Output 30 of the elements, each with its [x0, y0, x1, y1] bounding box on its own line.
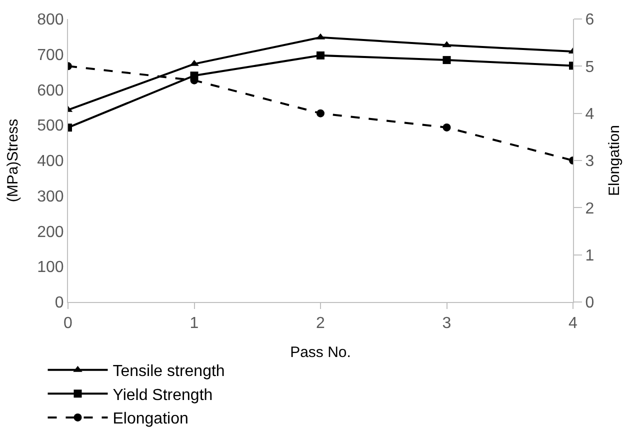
x-tick-label: 2 [316, 315, 326, 332]
y-tick-label: 500 [37, 118, 64, 135]
legend-label: Tensile strength [112, 363, 225, 380]
legend-label: Yield Strength [112, 386, 213, 404]
y-tick-label: 0 [54, 294, 64, 312]
point [316, 109, 324, 118]
y2-tick-label: 6 [585, 12, 594, 29]
y-tick-label: 700 [37, 46, 64, 64]
y2-tick-label: 2 [585, 200, 594, 218]
x-tick-label: 4 [568, 315, 578, 332]
y-tick-label: 200 [37, 224, 64, 241]
y2-axis-title: Elongation [606, 125, 624, 196]
x-axis-title: Pass No. [290, 344, 351, 362]
y-tick-label: 800 [37, 12, 64, 29]
y-tick-label: 100 [37, 259, 64, 276]
x-tick-label: 1 [190, 315, 199, 332]
legend-label: Elongation [112, 410, 188, 428]
y2-tick-label: 1 [585, 247, 594, 264]
y2-tick-label: 0 [585, 294, 594, 312]
y2-tick-label: 5 [585, 58, 594, 76]
point [442, 123, 451, 132]
point [442, 56, 451, 64]
point [316, 51, 324, 60]
y2-tick-label: 4 [585, 106, 594, 123]
y-tick-label: 300 [37, 188, 64, 206]
y-axis-title: (MPa)Stress [4, 118, 22, 202]
y-tick-label: 400 [37, 153, 64, 170]
y2-tick-label: 3 [585, 153, 594, 170]
y-tick-label: 600 [37, 82, 64, 100]
x-tick-label: 3 [442, 315, 452, 332]
